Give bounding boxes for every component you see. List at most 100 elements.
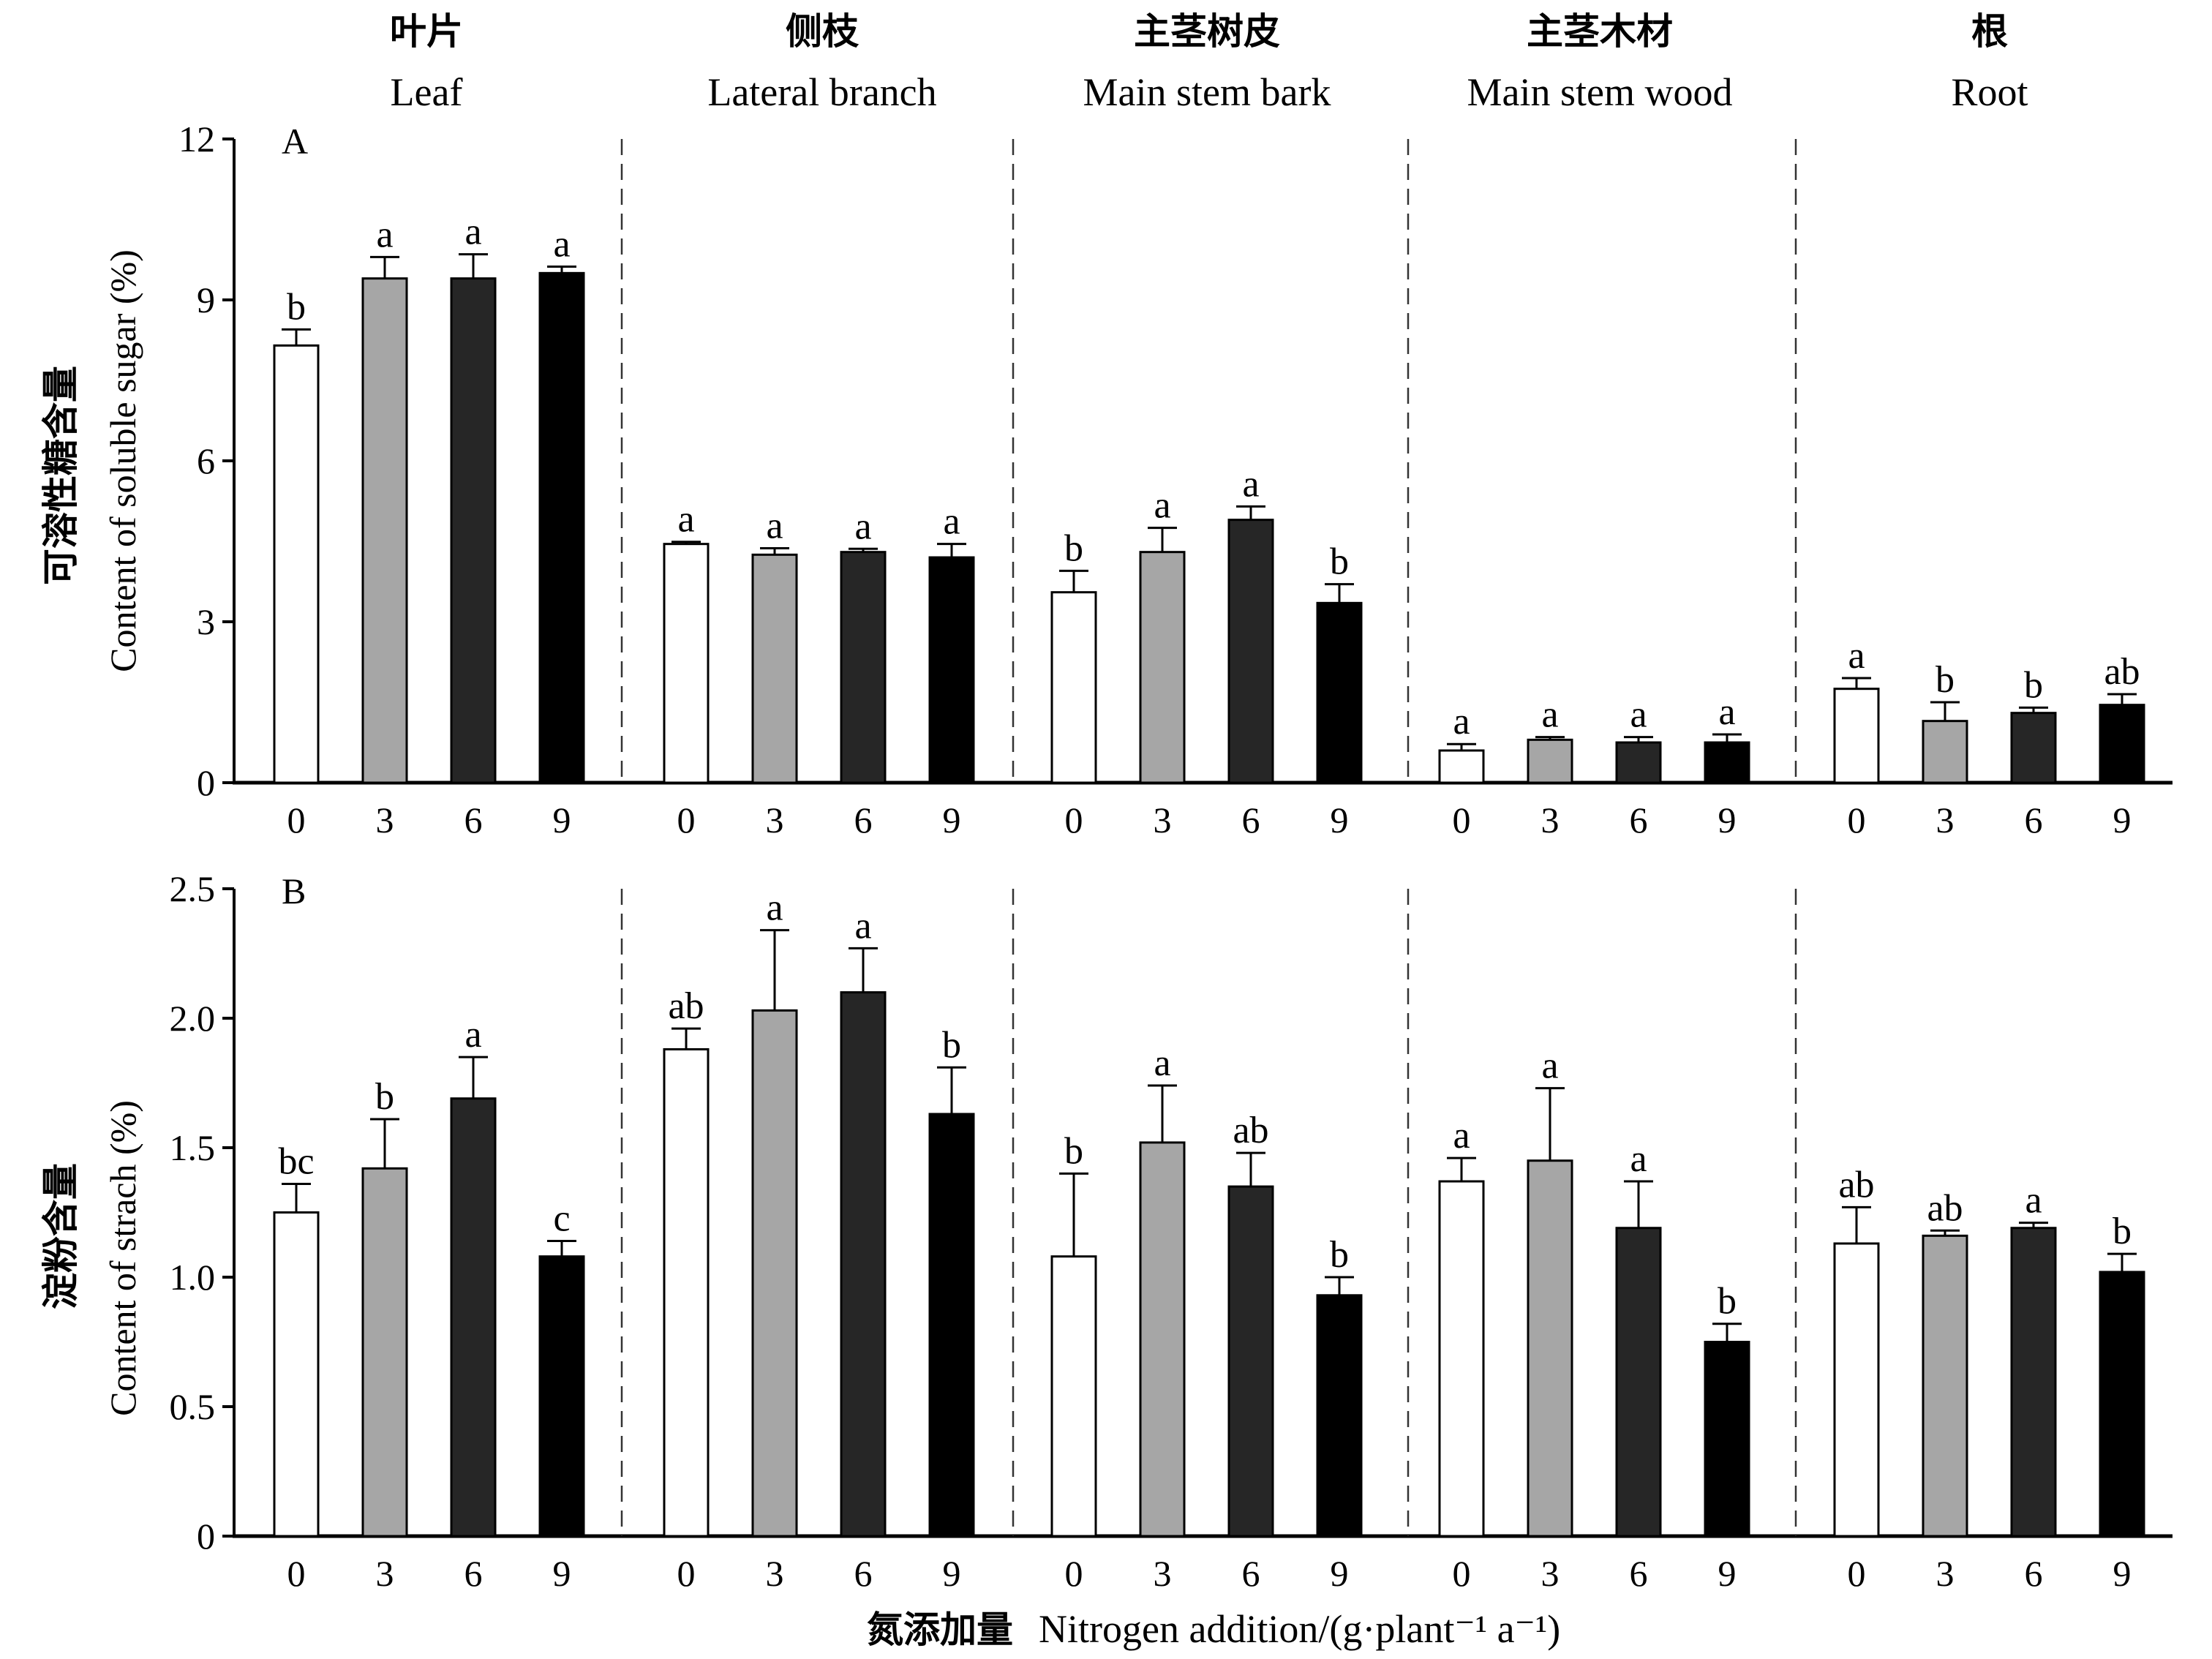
panel-b-x-tick-label: 6 <box>464 1553 483 1594</box>
panel-a-bar-main-stem-bark-n3 <box>1139 551 1186 784</box>
panel-a-x-tick-label: 6 <box>1242 800 1260 840</box>
panel-a-sig-letter: a <box>677 499 694 541</box>
panel-b-sig-letter: a <box>1541 1045 1558 1087</box>
panel-b-sig-letter: bc <box>278 1141 314 1183</box>
panel-b-y-tick-label: 1.0 <box>170 1257 216 1298</box>
panel-a-bar-main-stem-wood-n0 <box>1438 749 1485 784</box>
panel-b-x-tick-label: 9 <box>1331 1553 1349 1594</box>
panel-b-sig-letter: b <box>2113 1211 2132 1252</box>
panel-a-sig-letter: a <box>1242 463 1259 505</box>
panel-a-sig-letter: b <box>287 286 306 328</box>
panel-b-bar-leaf-n6 <box>450 1097 497 1538</box>
panel-b-sig-letter: a <box>1453 1115 1470 1156</box>
panel-b-y-tick-label: 1.5 <box>170 1127 216 1168</box>
panel-a-x-tick-label: 0 <box>677 800 696 840</box>
panel-a-bar-root-n6 <box>2010 712 2057 784</box>
panel-a-x-tick-label: 0 <box>1065 800 1083 840</box>
panel-b-sig-letter: b <box>375 1076 394 1118</box>
panel-a-bar-root-n0 <box>1833 688 1880 784</box>
panel-a-sig-letter: ab <box>2104 651 2140 693</box>
panel-b-x-tick-label: 6 <box>1242 1553 1260 1594</box>
panel-b-bar-root-n3 <box>1922 1234 1968 1538</box>
panel-a-sig-letter: b <box>1936 659 1955 701</box>
panel-a-sig-letter: a <box>1453 701 1470 742</box>
panel-b-y-tick-label: 0 <box>197 1516 215 1557</box>
group-header-en-root: Root <box>1951 70 2028 114</box>
panel-b-x-tick-label: 9 <box>1718 1553 1737 1594</box>
panel-a-x-tick-label: 6 <box>1630 800 1648 840</box>
panel-a-bar-lateral-branch-n3 <box>751 553 798 784</box>
panel-a-sig-letter: a <box>1718 691 1735 733</box>
panel-a-y-tick-label: 9 <box>197 279 215 320</box>
panel-a-sig-letter: b <box>1064 527 1083 569</box>
panel-b-bar-root-n0 <box>1833 1242 1880 1538</box>
panel-a-sig-letter: a <box>376 214 393 255</box>
panel-b-sig-letter: b <box>942 1024 961 1066</box>
panel-b-bar-main-stem-wood-n6 <box>1615 1227 1662 1538</box>
panel-a-x-tick-label: 6 <box>854 800 873 840</box>
panel-b-sig-letter: b <box>1718 1281 1737 1323</box>
panel-b-y-tick-label: 2.0 <box>170 998 216 1039</box>
panel-a-sig-letter: a <box>1541 694 1558 736</box>
panel-b-x-tick-label: 6 <box>2025 1553 2043 1594</box>
panel-b-sig-letter: ab <box>668 985 704 1027</box>
panel-b-bar-main-stem-bark-n3 <box>1139 1141 1186 1538</box>
panel-a-x-tick-label: 9 <box>1718 800 1737 840</box>
panel-b-x-tick-label: 0 <box>1453 1553 1471 1594</box>
panel-a-x-tick-label: 9 <box>943 800 961 840</box>
panel-b-x-tick-label: 0 <box>1065 1553 1083 1594</box>
panel-b-sig-letter: ab <box>1233 1110 1268 1151</box>
panel-a-x-tick-label: 0 <box>1848 800 1866 840</box>
panel-a-bar-main-stem-bark-n9 <box>1316 601 1363 784</box>
panel-a-bar-main-stem-bark-n0 <box>1050 591 1097 784</box>
panel-b-bar-root-n9 <box>2099 1271 2145 1538</box>
panel-b-bar-main-stem-wood-n0 <box>1438 1180 1485 1538</box>
group-header-zh-main-stem-wood: 主茎木材 <box>1527 10 1673 53</box>
group-header-en-leaf: Leaf <box>391 70 463 114</box>
panel-b-sig-letter: a <box>1630 1138 1647 1180</box>
group-headers: 叶片 Leaf 侧枝 Lateral branch 主茎树皮 Main stem… <box>390 10 2028 114</box>
panel-a-bar-lateral-branch-n0 <box>663 543 710 784</box>
panel-b-bar-lateral-branch-n6 <box>840 991 887 1538</box>
panel-a-sig-letter: b <box>1330 541 1349 583</box>
panel-a-bar-main-stem-wood-n3 <box>1527 738 1573 784</box>
group-header-zh-root: 根 <box>1971 10 2008 53</box>
group-header-en-main-stem-wood: Main stem wood <box>1467 70 1733 114</box>
panel-a-sig-letter: b <box>2024 664 2043 706</box>
panel-b-sig-letter: a <box>854 905 871 947</box>
x-axis-title: 氮添加量 Nitrogen addition/(g·plant⁻¹ a⁻¹) <box>867 1607 1560 1651</box>
panel-a-bar-lateral-branch-n9 <box>928 556 975 784</box>
panel-b-bar-main-stem-bark-n0 <box>1050 1255 1097 1538</box>
panel-b-sig-letter: a <box>766 887 783 929</box>
panel-b-starch: B 淀粉含量 Content of strach (%) 0 0.5 1.0 1.5 2… <box>40 868 2172 1594</box>
panel-a-x-tick-label: 3 <box>1154 800 1172 840</box>
panel-b-bar-lateral-branch-n0 <box>663 1047 710 1538</box>
panel-b-bar-main-stem-wood-n3 <box>1527 1159 1573 1538</box>
panel-b-ylabel-en: Content of strach (%) <box>102 1100 143 1416</box>
x-axis-title-zh: 氮添加量 <box>867 1609 1013 1651</box>
panel-b-bar-leaf-n9 <box>538 1255 585 1538</box>
panel-b-bar-main-stem-bark-n9 <box>1316 1294 1363 1538</box>
panel-b-label: B <box>282 870 306 911</box>
panel-a-x-tick-label: 3 <box>1541 800 1560 840</box>
panel-b-sig-letter: a <box>464 1014 481 1056</box>
panel-a-y-tick-label: 12 <box>178 118 215 159</box>
panel-b-x-tick-label: 3 <box>1154 1553 1172 1594</box>
panel-b-x-tick-label: 9 <box>943 1553 961 1594</box>
panel-b-sig-letter: a <box>2025 1180 2042 1222</box>
group-header-zh-lateral-branch: 侧枝 <box>786 10 859 53</box>
panel-b-x-tick-label: 3 <box>766 1553 784 1594</box>
panel-a-soluble-sugar: A 可溶性糖含量 Content of soluble sugar (%) 0 3… <box>40 118 2172 840</box>
panel-a-bar-main-stem-bark-n6 <box>1227 519 1274 784</box>
panel-a-label: A <box>282 121 308 162</box>
panel-b-x-tick-label: 3 <box>1936 1553 1955 1594</box>
panel-a-bar-main-stem-wood-n9 <box>1704 741 1750 784</box>
panel-a-y-tick-label: 0 <box>197 762 215 803</box>
panel-a-bar-leaf-n9 <box>538 271 585 784</box>
panel-a-sig-letter: a <box>1848 635 1865 677</box>
panel-a-x-tick-label: 3 <box>766 800 784 840</box>
panel-b-bar-lateral-branch-n9 <box>928 1113 975 1538</box>
panel-b-x-tick-label: 0 <box>1848 1553 1866 1594</box>
panel-a-bar-root-n3 <box>1922 720 1968 784</box>
panel-a-x-tick-label: 9 <box>553 800 571 840</box>
